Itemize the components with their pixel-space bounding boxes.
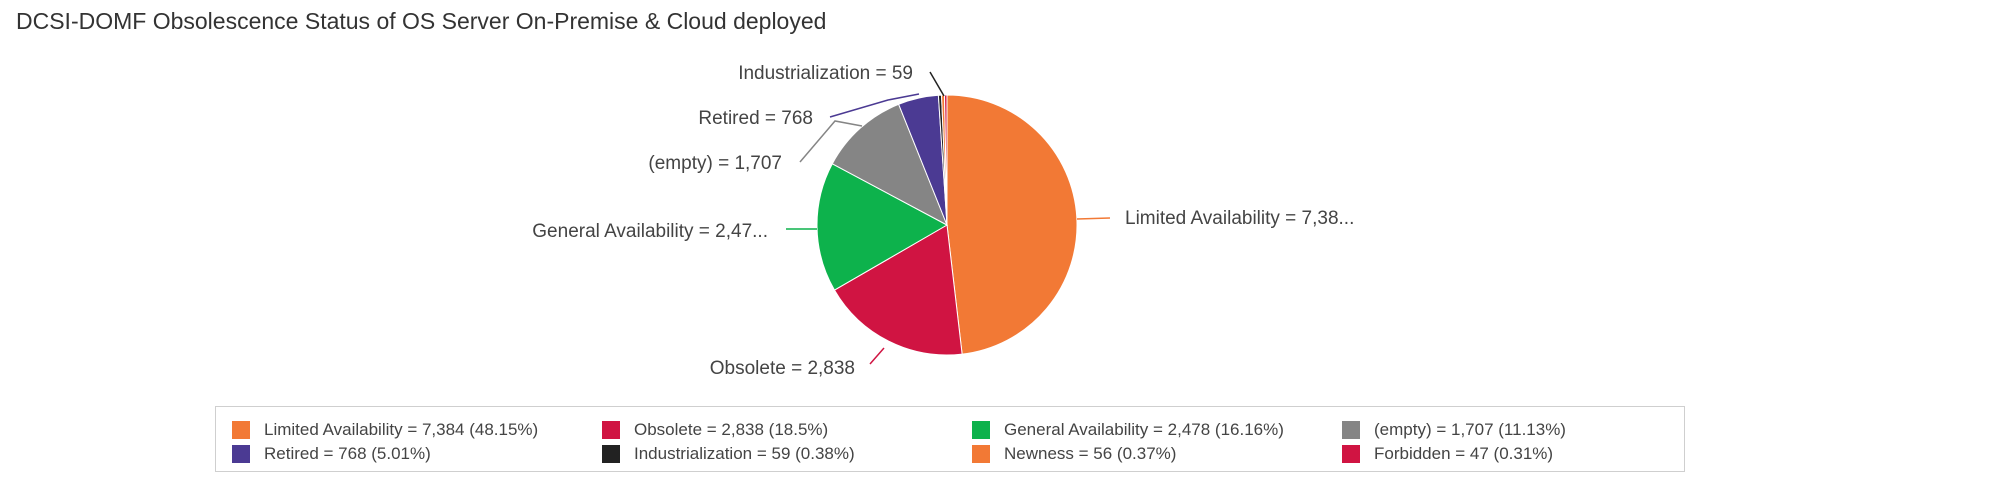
data-label: Obsolete = 2,838 bbox=[710, 358, 855, 379]
legend-item[interactable]: Newness = 56 (0.37%) bbox=[972, 443, 1176, 465]
pie-slice-limited-availability[interactable] bbox=[946, 94, 1078, 355]
legend-swatch bbox=[1342, 445, 1360, 463]
legend-label: (empty) = 1,707 (11.13%) bbox=[1374, 420, 1566, 439]
legend-swatch bbox=[1342, 421, 1360, 439]
pie-slice-forbidden[interactable] bbox=[943, 94, 948, 226]
data-label: Industrialization = 59 bbox=[738, 63, 913, 84]
pie-chart: Limited Availability = 7,38... Obsolete =… bbox=[532, 63, 1354, 379]
legend-item[interactable]: Industrialization = 59 (0.38%) bbox=[602, 443, 855, 465]
chart-legend: Limited Availability = 7,384 (48.15%) Obs… bbox=[215, 406, 1685, 472]
legend-label: Industrialization = 59 (0.38%) bbox=[634, 444, 855, 463]
legend-item[interactable]: General Availability = 2,478 (16.16%) bbox=[972, 419, 1284, 441]
legend-item[interactable]: Retired = 768 (5.01%) bbox=[232, 443, 431, 465]
callout-line bbox=[799, 120, 863, 163]
chart-title: DCSI-DOMF Obsolescence Status of OS Serv… bbox=[16, 8, 827, 34]
legend-label: Retired = 768 (5.01%) bbox=[264, 444, 431, 463]
legend-swatch bbox=[232, 421, 250, 439]
legend-swatch bbox=[602, 445, 620, 463]
data-label: General Availability = 2,47... bbox=[532, 221, 768, 242]
data-label: Retired = 768 bbox=[698, 108, 813, 129]
legend-swatch bbox=[232, 445, 250, 463]
legend-swatch bbox=[972, 421, 990, 439]
legend-label: Limited Availability = 7,384 (48.15%) bbox=[264, 420, 539, 439]
legend-label: Newness = 56 (0.37%) bbox=[1004, 444, 1177, 463]
legend-label: Forbidden = 47 (0.31%) bbox=[1374, 444, 1554, 463]
legend-swatch bbox=[602, 421, 620, 439]
callout-line bbox=[869, 347, 885, 365]
legend-item[interactable]: Obsolete = 2,838 (18.5%) bbox=[602, 419, 828, 441]
legend-item[interactable]: Forbidden = 47 (0.31%) bbox=[1342, 443, 1553, 465]
callout-line bbox=[829, 93, 920, 118]
legend-swatch bbox=[972, 445, 990, 463]
legend-label: General Availability = 2,478 (16.16%) bbox=[1004, 420, 1284, 439]
legend-item[interactable]: Limited Availability = 7,384 (48.15%) bbox=[232, 419, 538, 441]
data-label: Limited Availability = 7,38... bbox=[1125, 208, 1354, 229]
data-label: (empty) = 1,707 bbox=[648, 153, 782, 174]
pie-slice-empty[interactable] bbox=[831, 103, 948, 227]
legend-item[interactable]: (empty) = 1,707 (11.13%) bbox=[1342, 419, 1566, 441]
legend-label: Obsolete = 2,838 (18.5%) bbox=[634, 420, 829, 439]
pie-slice-obsolete[interactable] bbox=[833, 224, 963, 356]
callout-line bbox=[929, 71, 945, 97]
pie-slice-general-availability[interactable] bbox=[816, 163, 949, 291]
callout-line bbox=[1076, 217, 1111, 220]
